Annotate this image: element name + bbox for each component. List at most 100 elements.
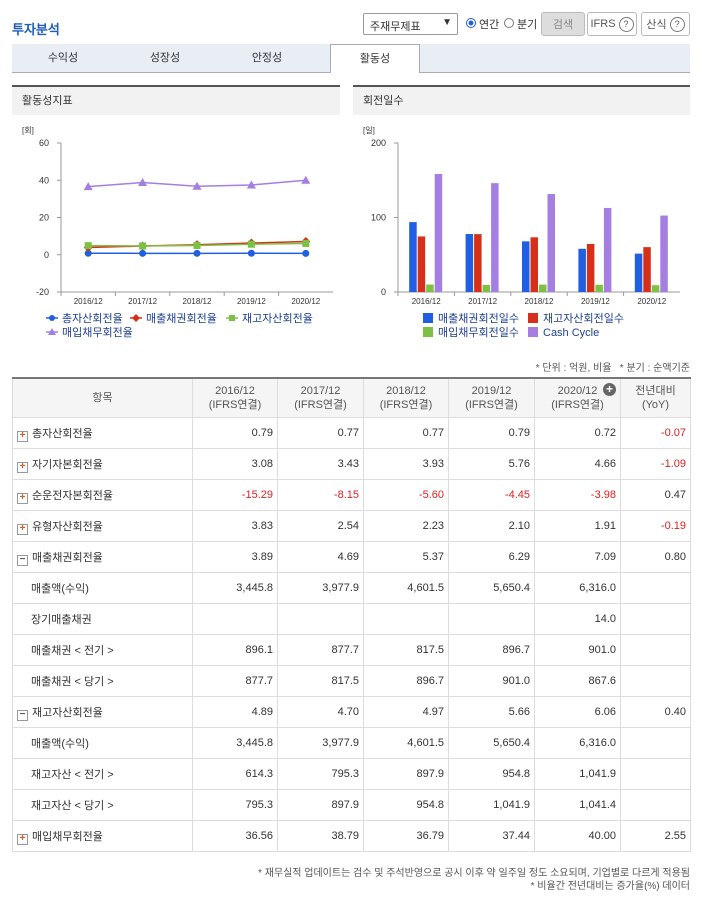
radio[interactable]	[504, 18, 514, 28]
ifrs-button[interactable]: IFRS?	[587, 12, 637, 36]
value-cell: 0.77	[277, 417, 364, 449]
value: -4.45	[504, 489, 530, 501]
yoy-title: 전년대비	[635, 385, 676, 397]
y-tick-label: -20	[36, 287, 49, 297]
value-cell	[448, 603, 535, 635]
value-cell: 897.9	[363, 758, 449, 790]
marker	[83, 182, 93, 191]
row-label: + 유형자산회전율	[12, 510, 193, 542]
tab[interactable]: 성장성	[149, 52, 181, 64]
chart: 회전일수 [일] 0 100 200 2016/12 2017/12 2018/12 2019/…	[353, 85, 690, 339]
label-text: 매출채권회전율	[32, 551, 103, 564]
value: 896.7	[502, 644, 530, 656]
tab[interactable]: 활동성	[330, 44, 420, 73]
collapse-icon[interactable]: −	[17, 554, 28, 566]
radio[interactable]	[466, 18, 476, 28]
radio-label: 연간	[479, 19, 500, 31]
tab[interactable]: 수익성	[47, 52, 79, 64]
value: 40.00	[588, 830, 616, 842]
tab[interactable]: 안정성	[251, 52, 283, 64]
value-cell: 896.7	[448, 634, 535, 666]
bar	[547, 194, 555, 292]
add-icon[interactable]: +	[603, 383, 616, 396]
value-cell: 5.66	[448, 696, 535, 728]
yoy-cell	[620, 572, 691, 604]
value-cell: -15.29	[192, 479, 278, 511]
legend-label: Cash Cycle	[543, 327, 599, 339]
expand-icon[interactable]: +	[17, 430, 28, 442]
value: 897.9	[416, 768, 444, 780]
value-cell: 901.0	[534, 634, 621, 666]
yoy-value: 0.80	[664, 551, 686, 563]
value-cell: 3,445.8	[192, 572, 278, 604]
value-cell: -8.15	[277, 479, 364, 511]
value: 37.44	[502, 830, 530, 842]
x-tick-label: 2020/12	[291, 297, 320, 306]
value-cell: 795.3	[192, 789, 278, 821]
search-button[interactable]: 검색	[541, 12, 585, 36]
value-cell: 3.08	[192, 448, 278, 480]
marker	[84, 249, 92, 257]
marker	[193, 249, 201, 257]
value: 3.08	[251, 458, 273, 470]
footer-note: * 비율간 전년대비는 증가율(%) 데이터	[530, 881, 690, 892]
legend-swatch	[528, 327, 538, 337]
x-tick-label: 2017/12	[468, 297, 497, 306]
formula-button[interactable]: 산식?	[641, 12, 690, 36]
marker	[139, 242, 147, 250]
value: 817.5	[416, 644, 444, 656]
yoy-cell: 0.80	[620, 541, 691, 573]
value: 0.72	[594, 427, 616, 439]
legend-label: 총자산회전율	[62, 312, 123, 325]
expand-icon[interactable]: +	[17, 492, 28, 504]
panel-header	[353, 85, 690, 115]
marker	[229, 315, 235, 321]
value-cell: 614.3	[192, 758, 278, 790]
yoy-cell	[620, 634, 691, 666]
expand-icon[interactable]: +	[17, 461, 28, 473]
value: 1,041.4	[579, 799, 616, 811]
value-cell: 954.8	[448, 758, 535, 790]
chart-title: 회전일수	[363, 93, 403, 107]
yoy-value: -0.07	[660, 427, 686, 439]
marker	[247, 249, 255, 257]
yoy-value: -1.09	[660, 458, 686, 470]
value: 795.3	[245, 799, 273, 811]
formula-text: 산식	[646, 19, 667, 31]
label-text: 유형자산회전율	[32, 520, 103, 533]
row-label: 매출채권 < 당기 >	[12, 665, 193, 697]
basis: (IFRS연결)	[294, 399, 347, 411]
value-cell: -3.98	[534, 479, 621, 511]
expand-icon[interactable]: +	[17, 833, 28, 845]
bar	[634, 253, 643, 292]
label-text: 매출액(수익)	[31, 738, 89, 750]
table-row: + 순운전자본회전율 -15.29 -8.15 -5.60 -4.45 -3.98 0.47	[12, 479, 691, 511]
x-tick-label: 2019/12	[581, 297, 610, 306]
period: 2016/12	[215, 385, 255, 397]
value: 5,650.4	[493, 582, 530, 594]
yoy-cell: -1.09	[620, 448, 691, 480]
expand-icon[interactable]: +	[17, 523, 28, 535]
yoy-value: 0.47	[664, 489, 686, 501]
row-label: 매출액(수익)	[12, 572, 193, 604]
x-tick-label: 2016/12	[74, 297, 103, 306]
basis: (IFRS연결)	[208, 399, 262, 411]
collapse-icon[interactable]: −	[17, 709, 28, 721]
value: -15.29	[241, 489, 273, 501]
page-title: 투자분석	[12, 22, 60, 37]
y-tick-label: 60	[39, 138, 49, 148]
bar	[586, 243, 595, 292]
x-tick-label: 2018/12	[183, 297, 212, 306]
label-text: 자기자본회전율	[32, 458, 103, 471]
legend-label: 매입채무회전일수	[438, 325, 519, 339]
value: 2.10	[508, 520, 530, 532]
value: 6.29	[508, 551, 530, 563]
note: * 분기 : 순액기준	[619, 363, 690, 374]
value: 1.91	[594, 520, 616, 532]
value-cell: 3.83	[192, 510, 278, 542]
x-tick-label: 2018/12	[525, 297, 554, 306]
value: 6,316.0	[579, 737, 616, 749]
statement-select[interactable]: 주재무제표 ▼	[363, 13, 458, 35]
value-cell: 6.29	[448, 541, 535, 573]
value-cell: 4.69	[277, 541, 364, 573]
